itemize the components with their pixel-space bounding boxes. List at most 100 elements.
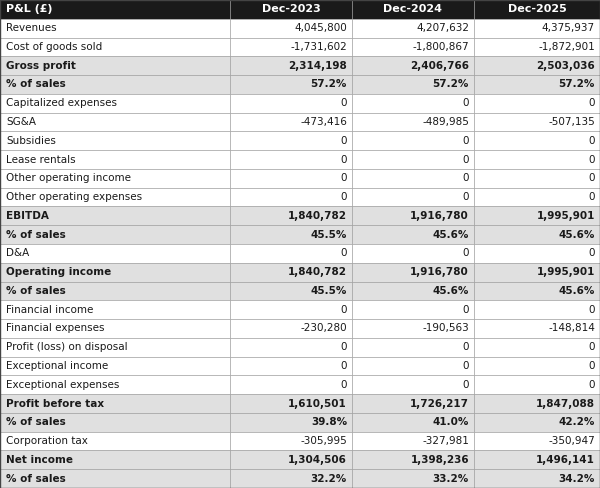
- Bar: [474, 357, 600, 375]
- Bar: [230, 206, 352, 225]
- Text: Other operating expenses: Other operating expenses: [6, 192, 142, 202]
- Text: -230,280: -230,280: [301, 324, 347, 333]
- Bar: [0, 375, 230, 394]
- Bar: [474, 282, 600, 300]
- Text: 1,916,780: 1,916,780: [410, 267, 469, 277]
- Text: % of sales: % of sales: [6, 474, 66, 484]
- Text: 2,503,036: 2,503,036: [536, 61, 595, 71]
- Bar: [474, 150, 600, 169]
- Bar: [0, 206, 230, 225]
- Bar: [0, 244, 230, 263]
- Bar: [352, 244, 474, 263]
- Text: Dec-2023: Dec-2023: [262, 4, 320, 14]
- Bar: [474, 319, 600, 338]
- Text: % of sales: % of sales: [6, 286, 66, 296]
- Text: 1,726,217: 1,726,217: [410, 399, 469, 408]
- Text: 0: 0: [341, 173, 347, 183]
- Text: 1,840,782: 1,840,782: [288, 267, 347, 277]
- Bar: [230, 75, 352, 94]
- Text: -489,985: -489,985: [422, 117, 469, 127]
- Bar: [230, 450, 352, 469]
- Text: Cost of goods sold: Cost of goods sold: [6, 42, 102, 52]
- Text: 1,304,506: 1,304,506: [288, 455, 347, 465]
- Text: 0: 0: [463, 155, 469, 164]
- Text: Operating income: Operating income: [6, 267, 111, 277]
- Text: 2,406,766: 2,406,766: [410, 61, 469, 71]
- Text: 1,847,088: 1,847,088: [536, 399, 595, 408]
- Bar: [0, 188, 230, 206]
- Bar: [230, 169, 352, 188]
- Text: 0: 0: [463, 305, 469, 315]
- Text: 4,045,800: 4,045,800: [294, 23, 347, 33]
- Text: -148,814: -148,814: [548, 324, 595, 333]
- Text: 33.2%: 33.2%: [433, 474, 469, 484]
- Text: 0: 0: [589, 155, 595, 164]
- Text: SG&A: SG&A: [6, 117, 36, 127]
- Text: 0: 0: [463, 248, 469, 258]
- Bar: [352, 338, 474, 357]
- Bar: [352, 357, 474, 375]
- Bar: [352, 206, 474, 225]
- Text: P&L (£): P&L (£): [6, 4, 53, 14]
- Bar: [0, 113, 230, 131]
- Text: 0: 0: [341, 248, 347, 258]
- Bar: [474, 413, 600, 432]
- Bar: [0, 357, 230, 375]
- Bar: [0, 150, 230, 169]
- Text: 0: 0: [463, 342, 469, 352]
- Text: 0: 0: [589, 342, 595, 352]
- Bar: [352, 394, 474, 413]
- Bar: [352, 432, 474, 450]
- Bar: [0, 94, 230, 113]
- Bar: [0, 38, 230, 56]
- Bar: [230, 357, 352, 375]
- Text: -350,947: -350,947: [548, 436, 595, 446]
- Bar: [352, 375, 474, 394]
- Bar: [352, 413, 474, 432]
- Bar: [352, 94, 474, 113]
- Text: Other operating income: Other operating income: [6, 173, 131, 183]
- Bar: [0, 56, 230, 75]
- Bar: [230, 319, 352, 338]
- Bar: [352, 0, 474, 19]
- Text: 41.0%: 41.0%: [433, 417, 469, 427]
- Bar: [474, 469, 600, 488]
- Bar: [230, 263, 352, 282]
- Bar: [0, 225, 230, 244]
- Text: 0: 0: [589, 192, 595, 202]
- Text: D&A: D&A: [6, 248, 29, 258]
- Bar: [230, 0, 352, 19]
- Text: 34.2%: 34.2%: [559, 474, 595, 484]
- Text: 0: 0: [341, 305, 347, 315]
- Bar: [474, 131, 600, 150]
- Bar: [0, 131, 230, 150]
- Text: 1,840,782: 1,840,782: [288, 211, 347, 221]
- Bar: [352, 300, 474, 319]
- Bar: [474, 38, 600, 56]
- Bar: [474, 338, 600, 357]
- Text: Dec-2025: Dec-2025: [508, 4, 566, 14]
- Bar: [352, 75, 474, 94]
- Bar: [474, 94, 600, 113]
- Text: 0: 0: [463, 98, 469, 108]
- Bar: [0, 394, 230, 413]
- Bar: [474, 0, 600, 19]
- Bar: [230, 94, 352, 113]
- Bar: [474, 432, 600, 450]
- Text: -327,981: -327,981: [422, 436, 469, 446]
- Bar: [0, 469, 230, 488]
- Bar: [230, 225, 352, 244]
- Text: -190,563: -190,563: [422, 324, 469, 333]
- Text: 0: 0: [589, 248, 595, 258]
- Bar: [474, 206, 600, 225]
- Text: 1,398,236: 1,398,236: [410, 455, 469, 465]
- Text: 0: 0: [463, 136, 469, 146]
- Text: 4,375,937: 4,375,937: [542, 23, 595, 33]
- Bar: [230, 375, 352, 394]
- Bar: [0, 338, 230, 357]
- Bar: [0, 282, 230, 300]
- Bar: [230, 282, 352, 300]
- Text: -1,731,602: -1,731,602: [290, 42, 347, 52]
- Text: 45.6%: 45.6%: [433, 286, 469, 296]
- Text: 0: 0: [341, 98, 347, 108]
